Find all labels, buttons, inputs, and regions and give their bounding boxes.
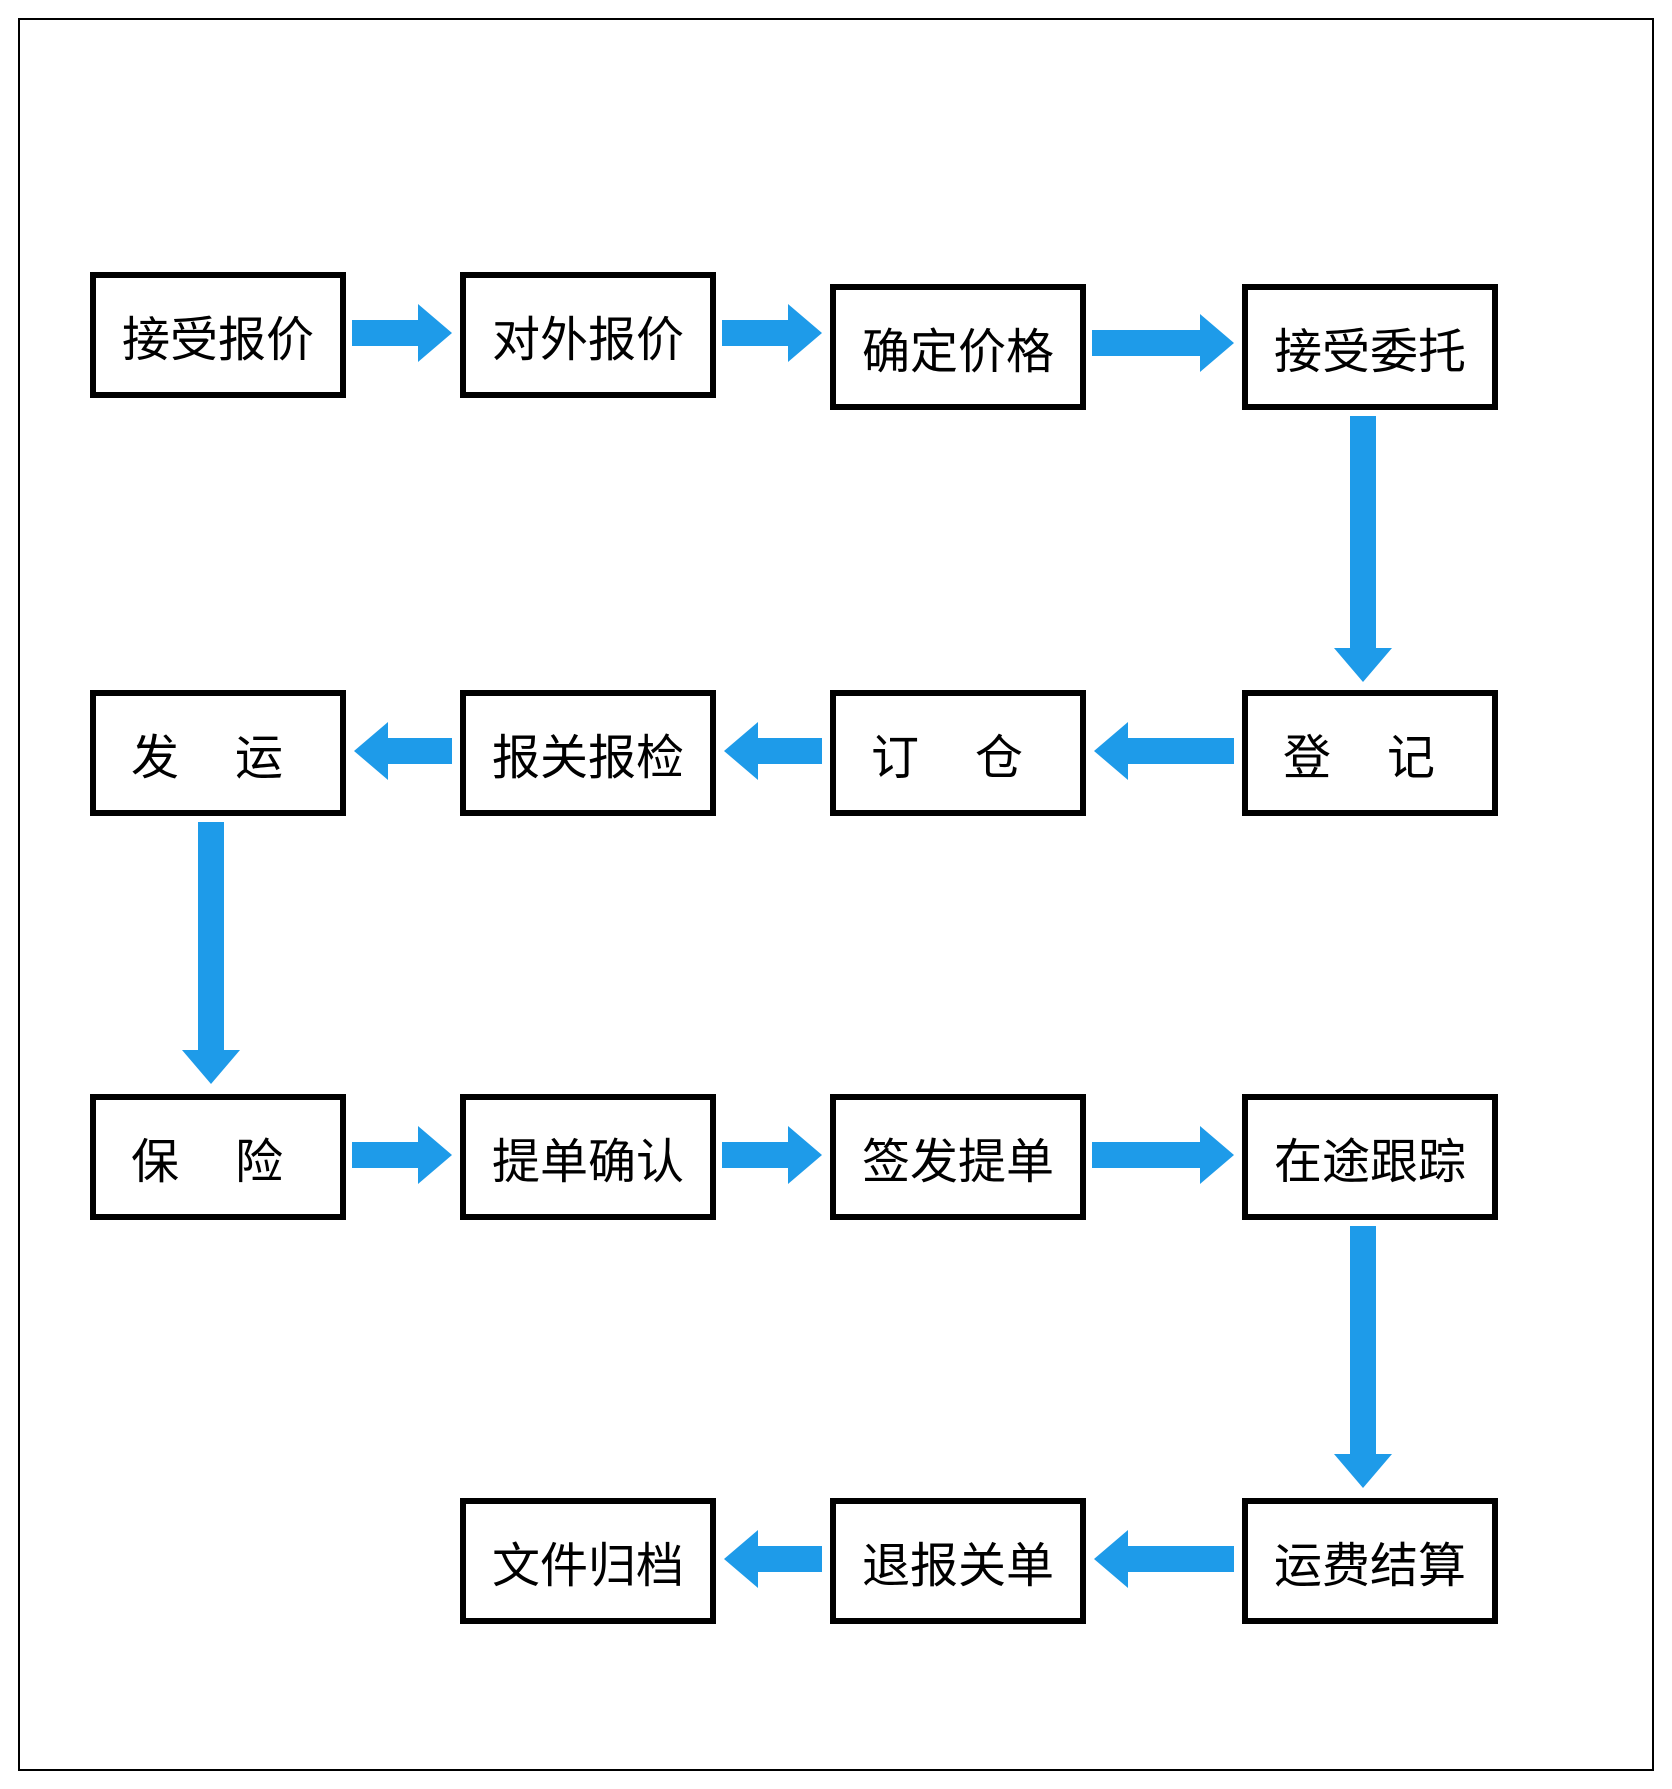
flow-node-n5: 登 记 <box>1242 690 1498 816</box>
flow-node-n7: 报关报检 <box>460 690 716 816</box>
arrow-right-icon <box>352 304 452 362</box>
flow-node-label: 运费结算 <box>1274 1526 1466 1596</box>
flow-node-n6: 订 仓 <box>830 690 1086 816</box>
arrow-down-icon <box>182 822 240 1084</box>
flow-arrow-n6-n7 <box>724 722 822 780</box>
flow-node-label: 签发提单 <box>862 1122 1054 1192</box>
arrow-left-icon <box>724 1530 822 1588</box>
flow-node-label: 确定价格 <box>862 312 1054 382</box>
flow-arrow-n2-n3 <box>722 304 822 362</box>
flow-node-label: 退报关单 <box>862 1526 1054 1596</box>
arrow-left-icon <box>724 722 822 780</box>
flow-node-label: 文件归档 <box>492 1526 684 1596</box>
flow-node-n10: 提单确认 <box>460 1094 716 1220</box>
flow-node-label: 发 运 <box>131 718 305 788</box>
arrow-down-icon <box>1334 416 1392 682</box>
flow-arrow-n9-n10 <box>352 1126 452 1184</box>
flow-node-label: 订 仓 <box>871 718 1045 788</box>
arrow-left-icon <box>1094 722 1234 780</box>
flow-node-n8: 发 运 <box>90 690 346 816</box>
flow-node-n9: 保 险 <box>90 1094 346 1220</box>
flow-node-label: 在途跟踪 <box>1274 1122 1466 1192</box>
flow-arrow-n10-n11 <box>722 1126 822 1184</box>
flow-arrow-n13-n14 <box>1094 1530 1234 1588</box>
flow-node-label: 登 记 <box>1283 718 1457 788</box>
flow-node-n1: 接受报价 <box>90 272 346 398</box>
flow-node-label: 接受报价 <box>122 300 314 370</box>
flow-arrow-n8-n9 <box>182 822 240 1084</box>
arrow-right-icon <box>722 1126 822 1184</box>
flow-node-label: 接受委托 <box>1274 312 1466 382</box>
flow-node-n12: 在途跟踪 <box>1242 1094 1498 1220</box>
flow-arrow-n12-n13 <box>1334 1226 1392 1488</box>
arrow-right-icon <box>1092 314 1234 372</box>
flow-node-n15: 文件归档 <box>460 1498 716 1624</box>
flow-node-n4: 接受委托 <box>1242 284 1498 410</box>
arrow-left-icon <box>354 722 452 780</box>
flow-node-label: 报关报检 <box>492 718 684 788</box>
arrow-right-icon <box>352 1126 452 1184</box>
flow-node-n11: 签发提单 <box>830 1094 1086 1220</box>
flow-node-n2: 对外报价 <box>460 272 716 398</box>
flow-node-label: 提单确认 <box>492 1122 684 1192</box>
flow-arrow-n3-n4 <box>1092 314 1234 372</box>
flow-node-n13: 运费结算 <box>1242 1498 1498 1624</box>
flow-arrow-n14-n15 <box>724 1530 822 1588</box>
arrow-right-icon <box>1092 1126 1234 1184</box>
flow-node-n3: 确定价格 <box>830 284 1086 410</box>
arrow-down-icon <box>1334 1226 1392 1488</box>
flow-arrow-n1-n2 <box>352 304 452 362</box>
arrow-right-icon <box>722 304 822 362</box>
flow-arrow-n7-n8 <box>354 722 452 780</box>
flow-node-label: 对外报价 <box>492 300 684 370</box>
flow-arrow-n11-n12 <box>1092 1126 1234 1184</box>
arrow-left-icon <box>1094 1530 1234 1588</box>
flow-node-n14: 退报关单 <box>830 1498 1086 1624</box>
flow-arrow-n4-n5 <box>1334 416 1392 682</box>
flow-node-label: 保 险 <box>131 1122 305 1192</box>
flow-arrow-n5-n6 <box>1094 722 1234 780</box>
flowchart-canvas: 接受报价 对外报价 确定价格 接受委托登 记 订 仓 报关报检 发 运保 险 提单确认 签发提单… <box>0 0 1672 1789</box>
